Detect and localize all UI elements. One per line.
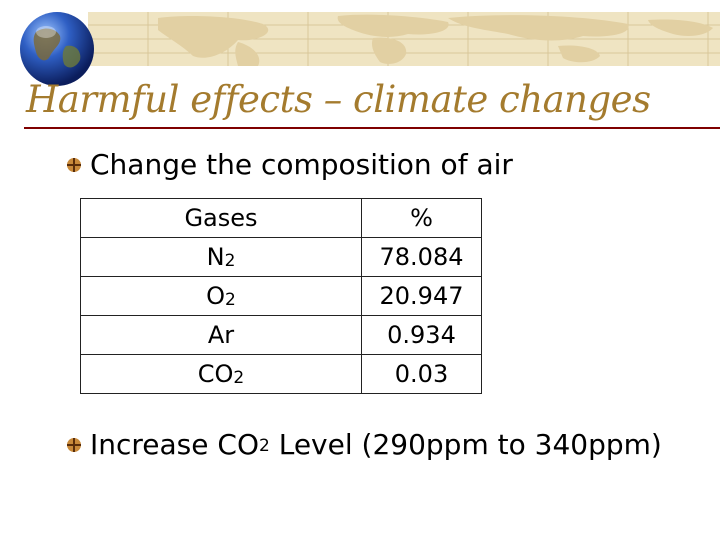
- gas-cell: CO2: [80, 354, 362, 394]
- percent-value: 0.934: [387, 321, 456, 349]
- bullet-text-suffix: Level (290ppm to 340ppm): [269, 428, 662, 461]
- table-header-row: Gases %: [80, 198, 482, 238]
- table-row: O2 20.947: [80, 276, 482, 316]
- co2-subscript: 2: [258, 435, 270, 456]
- gas-symbol: CO: [197, 360, 234, 388]
- gas-symbol: Ar: [207, 321, 235, 349]
- compass-bullet-icon: [67, 437, 81, 452]
- world-map-banner: [88, 12, 720, 66]
- percent-cell: 20.947: [361, 276, 482, 316]
- gas-subscript: 2: [225, 290, 236, 310]
- air-composition-table: Gases % N2 78.084 O2 20.947 Ar 0.934 CO2…: [80, 198, 482, 394]
- gas-cell: N2: [80, 237, 362, 277]
- gas-symbol: N: [206, 243, 225, 271]
- table-row: Ar 0.934: [80, 315, 482, 355]
- percent-value: 0.03: [394, 360, 449, 388]
- title-divider: [24, 127, 720, 129]
- percent-value: 78.084: [379, 243, 464, 271]
- column-header-gases: Gases: [80, 198, 362, 238]
- bullet-change-composition: Change the composition of air: [66, 148, 513, 181]
- percent-value: 20.947: [379, 282, 464, 310]
- table-row: N2 78.084: [80, 237, 482, 277]
- percent-cell: 0.03: [362, 355, 482, 394]
- compass-bullet-icon: [67, 157, 81, 172]
- globe-icon: [20, 12, 94, 86]
- gas-subscript: 2: [224, 251, 236, 271]
- gas-cell: Ar: [80, 315, 362, 355]
- bullet-text-prefix: Increase CO: [90, 428, 259, 461]
- bullet-increase-co2: Increase CO 2 Level (290ppm to 340ppm): [66, 428, 662, 461]
- table-row: CO2 0.03: [80, 354, 482, 394]
- world-map-graphic: [88, 12, 720, 66]
- percent-cell: 0.934: [361, 315, 482, 355]
- header-label: %: [410, 204, 433, 232]
- gas-cell: O2: [80, 276, 362, 316]
- header-label: Gases: [184, 204, 258, 232]
- gas-subscript: 2: [233, 368, 245, 388]
- gas-symbol: O: [206, 282, 226, 310]
- bullet-text: Change the composition of air: [90, 148, 513, 181]
- slide-title: Harmful effects – climate changes: [26, 78, 651, 121]
- percent-cell: 78.084: [361, 237, 482, 277]
- column-header-percent: %: [361, 198, 482, 238]
